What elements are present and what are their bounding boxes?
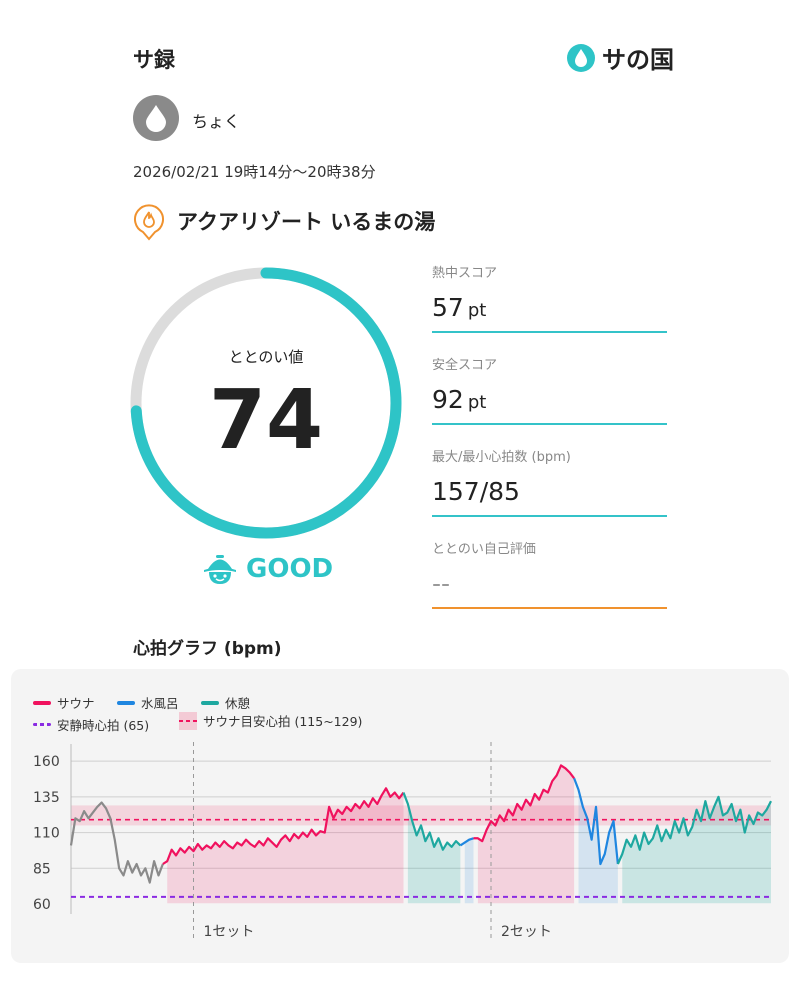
app-title: サ録 [133,48,175,72]
stat-self-rating[interactable]: ととのい自己評価 -- [432,538,667,609]
user-name[interactable]: ちょく [192,112,241,131]
legend-label: サウナ目安心拍 (115~129) [203,714,363,729]
phase-area-water [464,838,474,904]
stat-value: -- [432,569,667,607]
stat-number: -- [432,569,451,598]
stat-unit: pt [467,300,487,321]
legend-label: 水風呂 [141,696,179,711]
y-tick-label: 60 [33,897,51,913]
stat-value: 92 pt [432,385,667,423]
legend-swatch [33,723,51,726]
legend-sauna: サウナ [33,693,95,712]
stat-number: 92 [432,385,464,414]
stat-label: ととのい自己評価 [432,542,536,557]
y-tick-label: 160 [33,754,60,770]
stat-divider [432,607,667,609]
y-tick-label: 110 [33,826,60,842]
score-value: 74 [208,373,324,468]
score-ring [130,267,402,539]
series-line-pre [69,801,164,884]
heart-rate-chart: 160 135 110 85 60 1セット 2セット [33,742,772,942]
stat-number: 157/85 [432,477,520,506]
legend-swatch [179,711,197,730]
legend-swatch [117,700,135,705]
stat-label: 安全スコア [432,358,498,373]
phase-area-sauna [477,765,575,904]
legend-label: 安静時心拍 (65) [57,718,150,733]
facility-location-icon [133,203,165,245]
legend-resting-hr: 安静時心拍 (65) [33,715,149,734]
score-ring-progress [130,267,402,539]
series-line-sauna [473,764,575,843]
legend-label: サウナ [57,696,95,711]
stat-divider [432,515,667,517]
series-line-water [459,837,474,847]
stat-unit: pt [467,392,487,413]
heart-rate-chart-card: サウナ 水風呂 休憩 安静時心拍 (65) サウナ目安心拍 (115~129) … [11,669,789,963]
score-label: ととのい値 [228,348,304,366]
sauna-hat-face-icon [204,555,236,584]
stat-heart-rate: 最大/最小心拍数 (bpm) 157/85 [432,446,667,517]
stat-label: 最大/最小心拍数 (bpm) [432,450,571,465]
stat-value: 157/85 [432,477,667,515]
avatar[interactable] [133,95,179,141]
legend-rest: 休憩 [201,693,250,712]
chart-title: 心拍グラフ (bpm) [133,639,282,659]
water-drop-logo-icon [567,43,595,72]
phase-area-rest [622,796,771,904]
legend-water: 水風呂 [117,693,179,712]
series-line-rest [616,795,772,865]
stat-divider [432,423,667,425]
facility-name[interactable]: アクアリゾート いるまの湯 [177,210,436,234]
legend-label: 休憩 [225,696,251,711]
target-hr-band [71,805,771,826]
series-line-water [573,777,619,866]
sanokuni-logo: サの国 [566,40,674,75]
phase-area-sauna [167,788,404,904]
legend-swatch [201,700,219,705]
y-tick-label: 135 [33,790,60,806]
stat-safety-score: 安全スコア 92 pt [432,354,667,425]
series-line-sauna [162,787,405,865]
stat-label: 熱中スコア [432,266,498,281]
stat-divider [432,331,667,333]
legend-swatch [33,700,51,705]
set-marker-label: 2セット [501,924,552,940]
water-drop-avatar-icon [146,105,166,132]
set-marker-label: 1セット [204,924,255,940]
stat-value: 57 pt [432,293,667,331]
stat-number: 57 [432,293,464,322]
rating: GOOD [202,552,333,586]
stat-heat-score: 熱中スコア 57 pt [432,262,667,333]
session-datetime: 2026/02/21 19時14分〜20時38分 [133,163,376,181]
rating-text: GOOD [246,554,334,584]
logo-text: サの国 [602,46,674,74]
y-tick-label: 85 [33,861,51,877]
series-line-rest [402,792,462,851]
legend-target-hr: サウナ目安心拍 (115~129) [179,711,362,730]
